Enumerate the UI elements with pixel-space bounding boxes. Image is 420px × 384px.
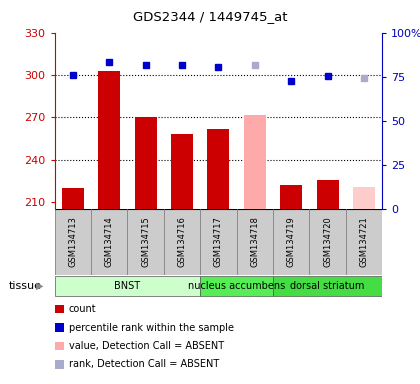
- Bar: [55, 276, 200, 296]
- Text: rank, Detection Call = ABSENT: rank, Detection Call = ABSENT: [69, 359, 219, 369]
- Bar: [200, 209, 236, 275]
- Text: count: count: [69, 304, 97, 314]
- Text: percentile rank within the sample: percentile rank within the sample: [69, 323, 234, 333]
- Text: ▶: ▶: [36, 281, 44, 291]
- Bar: [244, 114, 266, 209]
- Text: GSM134721: GSM134721: [360, 217, 368, 267]
- Text: GSM134719: GSM134719: [287, 217, 296, 267]
- Bar: [98, 71, 120, 209]
- Text: GDS2344 / 1449745_at: GDS2344 / 1449745_at: [133, 10, 287, 23]
- Bar: [317, 180, 339, 209]
- Bar: [55, 209, 91, 275]
- Bar: [273, 276, 382, 296]
- Bar: [127, 209, 164, 275]
- Text: GSM134715: GSM134715: [141, 217, 150, 267]
- Bar: [91, 209, 127, 275]
- Bar: [236, 209, 273, 275]
- Text: GSM134720: GSM134720: [323, 217, 332, 267]
- Text: GSM134714: GSM134714: [105, 217, 114, 267]
- Bar: [346, 209, 382, 275]
- Bar: [171, 134, 193, 209]
- Bar: [135, 118, 157, 209]
- Bar: [280, 185, 302, 209]
- Text: dorsal striatum: dorsal striatum: [290, 281, 365, 291]
- Text: nucleus accumbens: nucleus accumbens: [188, 281, 285, 291]
- Bar: [200, 276, 273, 296]
- Text: value, Detection Call = ABSENT: value, Detection Call = ABSENT: [69, 341, 224, 351]
- Text: GSM134718: GSM134718: [250, 217, 259, 267]
- Text: BNST: BNST: [114, 281, 140, 291]
- Bar: [62, 188, 84, 209]
- Bar: [273, 209, 310, 275]
- Text: tissue: tissue: [8, 281, 42, 291]
- Text: GSM134713: GSM134713: [68, 217, 77, 267]
- Text: GSM134717: GSM134717: [214, 217, 223, 267]
- Bar: [310, 209, 346, 275]
- Text: GSM134716: GSM134716: [178, 217, 186, 267]
- Bar: [353, 187, 375, 209]
- Bar: [164, 209, 200, 275]
- Bar: [207, 129, 229, 209]
